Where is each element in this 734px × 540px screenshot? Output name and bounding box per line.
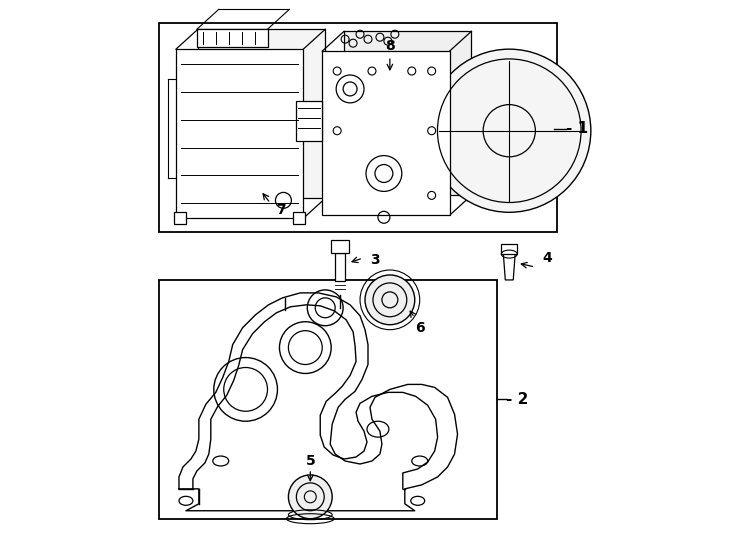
Bar xyxy=(331,240,349,253)
Polygon shape xyxy=(504,253,515,280)
Text: 4: 4 xyxy=(542,251,552,265)
Bar xyxy=(176,49,303,218)
Bar xyxy=(197,29,267,47)
Circle shape xyxy=(428,49,591,212)
Bar xyxy=(344,31,471,195)
Text: 6: 6 xyxy=(415,321,424,335)
Bar xyxy=(174,212,186,224)
Text: 7: 7 xyxy=(276,203,286,217)
Bar xyxy=(501,244,517,254)
Text: - 1: - 1 xyxy=(566,122,588,136)
Text: 8: 8 xyxy=(385,39,395,53)
Bar xyxy=(159,23,557,232)
Bar xyxy=(198,29,325,198)
Bar xyxy=(297,101,322,140)
Text: 3: 3 xyxy=(370,253,379,267)
Bar xyxy=(322,51,449,215)
Circle shape xyxy=(288,475,333,519)
Circle shape xyxy=(336,75,364,103)
Bar xyxy=(294,212,305,224)
Text: 5: 5 xyxy=(305,454,315,468)
Circle shape xyxy=(366,156,401,191)
Bar xyxy=(335,253,345,281)
Circle shape xyxy=(365,275,415,325)
Bar xyxy=(159,280,498,519)
Text: - 2: - 2 xyxy=(506,392,528,407)
